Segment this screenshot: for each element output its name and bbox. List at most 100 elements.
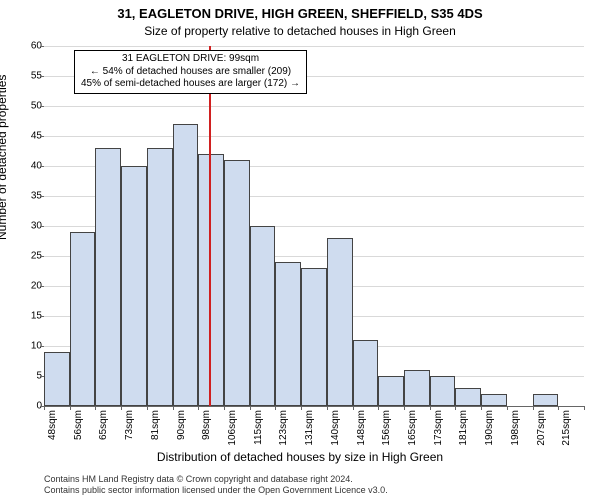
x-tick-mark [481, 406, 482, 410]
y-tick-label: 30 [12, 221, 42, 232]
x-tick-label: 207sqm [536, 410, 547, 446]
histogram-bar [121, 166, 147, 406]
histogram-bar [44, 352, 70, 406]
x-tick-mark [198, 406, 199, 410]
x-tick-mark [404, 406, 405, 410]
x-tick-label: 215sqm [561, 410, 572, 446]
page-title: 31, EAGLETON DRIVE, HIGH GREEN, SHEFFIEL… [0, 6, 600, 21]
y-tick-mark [40, 196, 44, 197]
x-tick-mark [147, 406, 148, 410]
chart-plot-area [44, 46, 584, 407]
histogram-bar [301, 268, 327, 406]
histogram-bar [95, 148, 121, 406]
x-tick-mark [250, 406, 251, 410]
x-tick-mark [95, 406, 96, 410]
y-tick-mark [40, 286, 44, 287]
x-tick-mark [455, 406, 456, 410]
histogram-bar [353, 340, 379, 406]
y-tick-label: 40 [12, 161, 42, 172]
x-tick-label: 56sqm [73, 410, 84, 440]
histogram-bar [404, 370, 430, 406]
histogram-bar [198, 154, 224, 406]
footer-line2: Contains public sector information licen… [44, 485, 388, 496]
histogram-bar [533, 394, 559, 406]
x-tick-mark [558, 406, 559, 410]
y-tick-label: 5 [12, 371, 42, 382]
marker-line [209, 46, 211, 406]
histogram-bar [224, 160, 250, 406]
y-tick-mark [40, 136, 44, 137]
x-tick-label: 190sqm [484, 410, 495, 446]
footer-line1: Contains HM Land Registry data © Crown c… [44, 474, 388, 485]
x-tick-label: 98sqm [201, 410, 212, 440]
x-tick-mark [70, 406, 71, 410]
y-tick-mark [40, 376, 44, 377]
y-tick-label: 35 [12, 191, 42, 202]
grid-line [44, 46, 584, 47]
x-tick-mark [121, 406, 122, 410]
x-tick-mark [430, 406, 431, 410]
annotation-line: 45% of semi-detached houses are larger (… [81, 78, 300, 91]
y-tick-label: 25 [12, 251, 42, 262]
x-tick-label: 173sqm [433, 410, 444, 446]
histogram-bar [430, 376, 456, 406]
x-tick-label: 115sqm [253, 410, 264, 445]
y-tick-label: 50 [12, 101, 42, 112]
x-tick-label: 123sqm [278, 410, 289, 446]
y-tick-mark [40, 46, 44, 47]
y-axis-label: Number of detached properties [0, 75, 9, 240]
x-tick-mark [224, 406, 225, 410]
histogram-bar [250, 226, 276, 406]
x-tick-label: 81sqm [150, 410, 161, 440]
x-tick-mark [275, 406, 276, 410]
y-tick-mark [40, 106, 44, 107]
y-tick-label: 0 [12, 401, 42, 412]
histogram-bar [275, 262, 301, 406]
annotation-box: 31 EAGLETON DRIVE: 99sqm← 54% of detache… [74, 50, 307, 94]
x-tick-label: 181sqm [458, 410, 469, 446]
x-tick-mark [533, 406, 534, 410]
x-tick-label: 106sqm [227, 410, 238, 446]
x-tick-mark [327, 406, 328, 410]
y-tick-label: 10 [12, 341, 42, 352]
y-tick-mark [40, 346, 44, 347]
y-tick-label: 45 [12, 131, 42, 142]
y-tick-mark [40, 76, 44, 77]
histogram-bar [70, 232, 96, 406]
x-axis-label: Distribution of detached houses by size … [0, 450, 600, 464]
histogram-bar [147, 148, 173, 406]
grid-line [44, 136, 584, 137]
x-tick-label: 165sqm [407, 410, 418, 446]
y-tick-label: 20 [12, 281, 42, 292]
histogram-bar [481, 394, 507, 406]
y-tick-label: 15 [12, 311, 42, 322]
footer: Contains HM Land Registry data © Crown c… [44, 474, 388, 496]
x-tick-label: 131sqm [304, 410, 315, 446]
x-tick-mark [507, 406, 508, 410]
y-tick-mark [40, 256, 44, 257]
histogram-bar [327, 238, 353, 406]
x-tick-label: 148sqm [356, 410, 367, 446]
x-tick-mark [378, 406, 379, 410]
histogram-bar [173, 124, 199, 406]
histogram-bar [378, 376, 404, 406]
x-tick-label: 90sqm [176, 410, 187, 440]
x-tick-label: 65sqm [98, 410, 109, 440]
y-tick-mark [40, 316, 44, 317]
y-tick-label: 55 [12, 71, 42, 82]
x-tick-label: 48sqm [47, 410, 58, 440]
y-tick-mark [40, 166, 44, 167]
annotation-line: 31 EAGLETON DRIVE: 99sqm [81, 53, 300, 66]
x-tick-mark [353, 406, 354, 410]
x-tick-label: 156sqm [381, 410, 392, 446]
grid-line [44, 106, 584, 107]
annotation-line: ← 54% of detached houses are smaller (20… [81, 66, 300, 79]
x-tick-mark [173, 406, 174, 410]
x-tick-label: 198sqm [510, 410, 521, 446]
x-tick-label: 73sqm [124, 410, 135, 440]
y-tick-label: 60 [12, 41, 42, 52]
x-tick-label: 140sqm [330, 410, 341, 446]
y-tick-mark [40, 226, 44, 227]
x-tick-mark [44, 406, 45, 410]
subtitle: Size of property relative to detached ho… [0, 24, 600, 38]
